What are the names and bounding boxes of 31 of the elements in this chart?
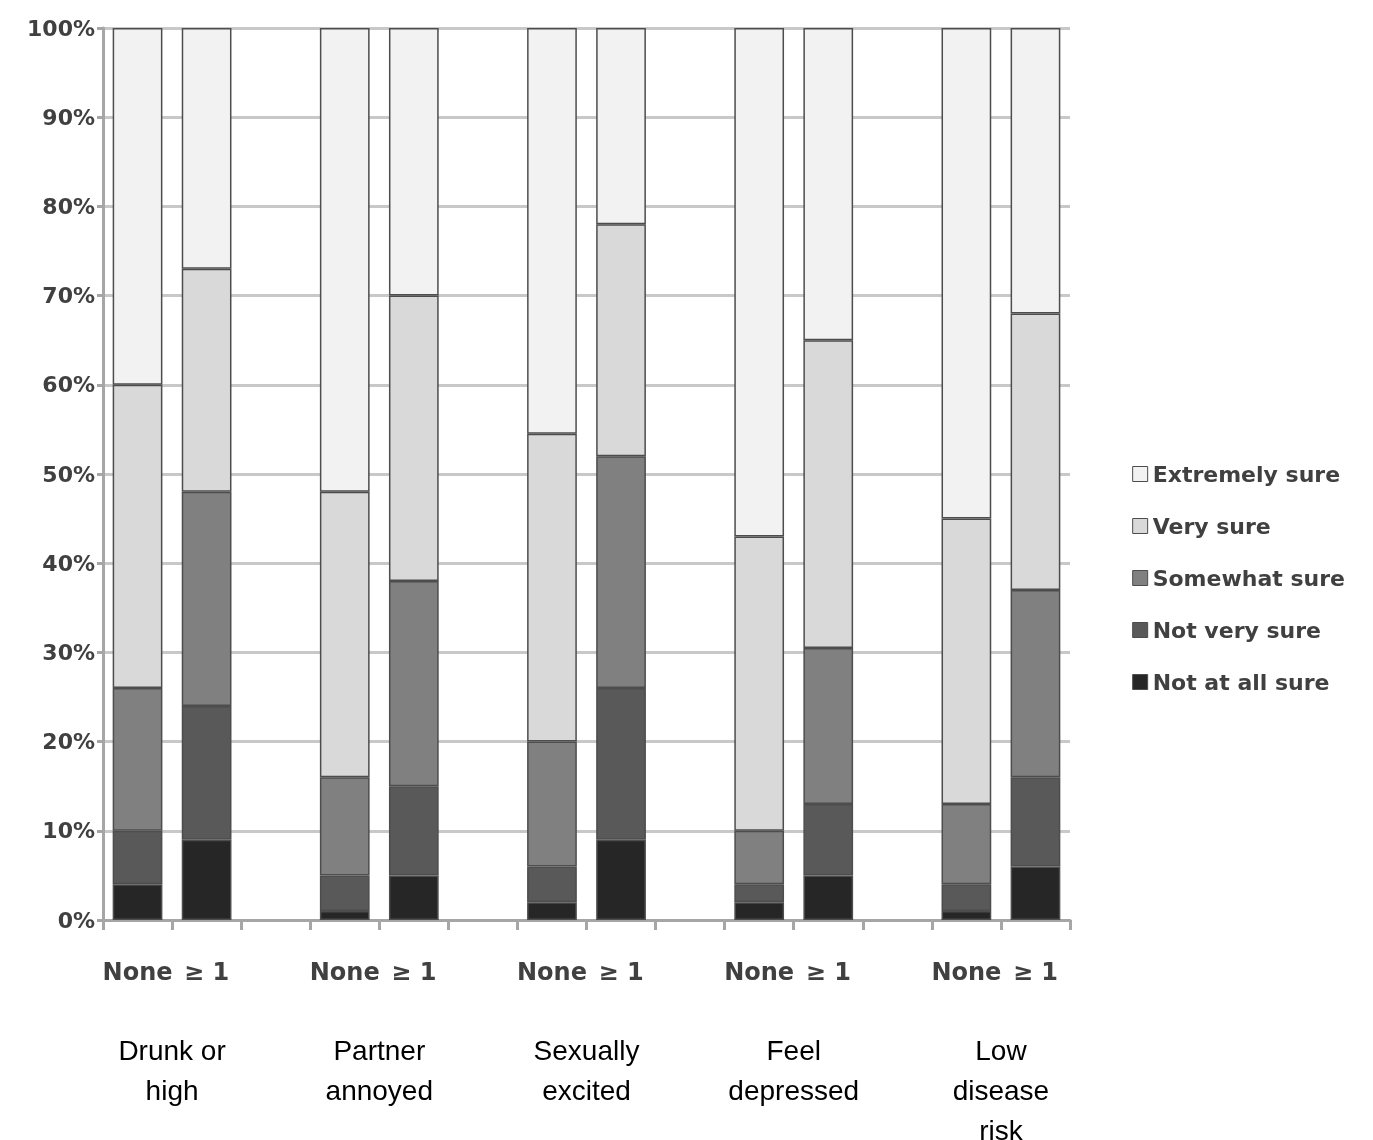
x-tick-label: ≥ 1 — [391, 958, 437, 986]
text: Low disease risk — [952, 1034, 1050, 1140]
x-tick-label: ≥ 1 — [805, 958, 851, 986]
y-tick-label: 100% — [27, 15, 95, 41]
y-tick-label: 70% — [42, 283, 95, 309]
legend-label: Extremely sure — [1152, 461, 1341, 487]
x-tick-label: ≥ 1 — [598, 958, 644, 986]
x-tick-label: ≥ 1 — [184, 958, 230, 986]
text: Sexually excited — [533, 1034, 640, 1106]
x-tick-label: None — [102, 958, 173, 986]
y-tick-label: 60% — [42, 372, 95, 398]
text: Feel depressed — [728, 1034, 860, 1106]
y-tick-label: 90% — [42, 104, 95, 130]
x-tick-label: ≥ 1 — [1012, 958, 1059, 986]
legend-label: Very sure — [1152, 513, 1271, 539]
y-tick-label: 10% — [42, 818, 95, 844]
x-tick-label: None — [309, 958, 380, 986]
y-tick-label: 0% — [57, 907, 95, 933]
y-tick-label: 80% — [42, 193, 95, 219]
x-tick-label: None — [517, 958, 587, 986]
y-tick-label: 20% — [42, 729, 95, 755]
text: Partner annoyed — [325, 1034, 433, 1106]
y-tick-label: 50% — [42, 461, 95, 487]
legend-label: Not very sure — [1152, 617, 1321, 643]
y-tick-label: 40% — [42, 550, 95, 576]
y-tick-label: 30% — [42, 639, 95, 665]
x-tick-label: None — [931, 958, 1002, 986]
x-tick-label: None — [724, 958, 795, 986]
legend-label: Not at all sure — [1152, 669, 1330, 695]
text: Drunk or high — [118, 1034, 226, 1106]
legend-label: Somewhat sure — [1152, 565, 1345, 591]
